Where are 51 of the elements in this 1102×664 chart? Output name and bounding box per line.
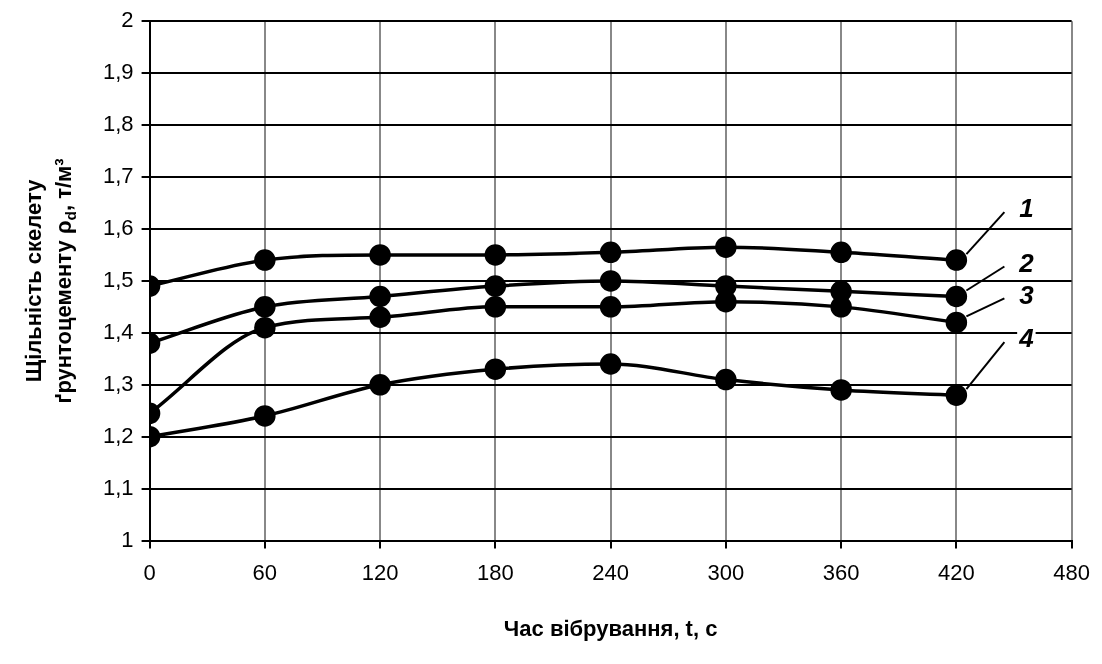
y-tick-label: 2 bbox=[121, 7, 134, 33]
y-tick-label: 1,9 bbox=[102, 59, 134, 85]
point bbox=[945, 311, 968, 334]
x-tick-label: 0 bbox=[143, 559, 156, 585]
point bbox=[369, 374, 391, 396]
point bbox=[715, 275, 737, 297]
point bbox=[945, 285, 968, 308]
point bbox=[254, 405, 276, 427]
y-tick-label: 1 bbox=[121, 526, 134, 552]
x-tick-label: 180 bbox=[477, 559, 514, 585]
x-tick-label: 420 bbox=[938, 559, 975, 585]
point bbox=[369, 285, 391, 308]
point bbox=[599, 241, 622, 264]
point bbox=[945, 249, 968, 271]
point bbox=[715, 368, 737, 391]
point bbox=[599, 270, 622, 292]
point bbox=[715, 236, 737, 258]
point bbox=[484, 244, 507, 266]
point bbox=[945, 384, 968, 406]
y-tick-label: 1,5 bbox=[102, 266, 134, 292]
point bbox=[484, 358, 507, 380]
y-tick-label: 1,3 bbox=[102, 370, 134, 396]
x-tick-label: 60 bbox=[252, 559, 278, 585]
x-tick-label: 120 bbox=[361, 559, 399, 585]
text: 1 bbox=[1019, 193, 1034, 224]
text: 4 bbox=[1018, 323, 1035, 354]
y-tick-label: 1,8 bbox=[102, 111, 134, 137]
point bbox=[484, 275, 507, 297]
point bbox=[830, 280, 852, 303]
legend-label: 3 bbox=[1019, 279, 1035, 310]
point bbox=[254, 249, 276, 271]
point bbox=[599, 353, 622, 375]
y-tick-label: 1,4 bbox=[102, 318, 134, 344]
point bbox=[369, 306, 391, 329]
x-tick-label: 480 bbox=[1053, 559, 1091, 585]
point bbox=[254, 296, 276, 318]
y-tick-label: 1,1 bbox=[102, 474, 134, 500]
x-tick-label: 300 bbox=[707, 559, 745, 585]
point bbox=[254, 316, 276, 339]
x-axis-title: Час вібрування, t, с bbox=[503, 616, 718, 642]
x-tick-label: 360 bbox=[822, 559, 860, 585]
point bbox=[830, 379, 852, 401]
y-tick-label: 1,2 bbox=[102, 422, 134, 448]
point bbox=[369, 244, 391, 266]
point bbox=[830, 241, 852, 264]
y-tick-label: 1,7 bbox=[102, 163, 134, 189]
point bbox=[484, 296, 507, 318]
point bbox=[599, 296, 622, 318]
y-tick-label: 1,6 bbox=[102, 215, 134, 241]
legend-label: 2 bbox=[1018, 247, 1035, 278]
x-tick-label: 240 bbox=[592, 559, 629, 585]
